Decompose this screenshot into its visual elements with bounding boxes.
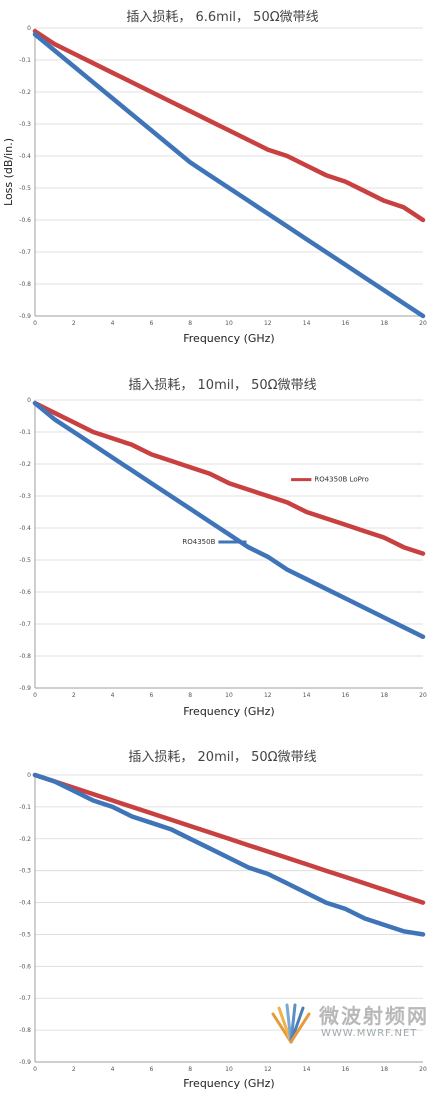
x-tick-label: 16 <box>342 320 350 327</box>
x-axis-title: Frequency (GHz) <box>183 332 274 345</box>
chart-title: 插入损耗， 6.6mil， 50Ω微带线 <box>126 10 319 25</box>
series-line <box>32 400 426 640</box>
chart-svg: 0-0.1-0.2-0.3-0.4-0.5-0.6-0.7-0.8-0.90 2 4… <box>2 25 427 345</box>
y-tick-label: -0.4 <box>19 525 31 532</box>
x-tick-label: 8 <box>188 692 192 699</box>
y-tick-label: -0.5 <box>19 931 31 938</box>
y-tick-label: -0.8 <box>19 281 31 288</box>
x-tick-label: 8 <box>188 320 192 327</box>
x-tick-label: 10 <box>225 1066 233 1073</box>
y-tick-label: -0.2 <box>19 836 31 843</box>
y-tick-label: -0.6 <box>19 217 31 224</box>
y-tick-label: -0.9 <box>19 685 31 692</box>
y-tick-label: -0.2 <box>19 89 31 96</box>
x-tick-label: 2 <box>72 1066 76 1073</box>
series-line <box>32 772 426 905</box>
y-tick-label: -0.5 <box>19 185 31 192</box>
watermark: 微波射频网 WWW.MWRF.NET <box>265 1000 445 1050</box>
x-tick-label: 18 <box>380 320 388 327</box>
y-tick-label: -0.2 <box>19 461 31 468</box>
watermark-cn: 微波射频网 <box>319 1004 429 1028</box>
y-tick-label: -0.4 <box>19 900 31 907</box>
y-tick-label: -0.9 <box>19 313 31 320</box>
y-tick-label: -0.6 <box>19 963 31 970</box>
series-line <box>32 28 426 223</box>
y-tick-label: -0.8 <box>19 653 31 660</box>
x-tick-label: 16 <box>342 692 350 699</box>
y-tick-label: -0.1 <box>19 429 31 436</box>
y-tick-label: -0.7 <box>19 249 31 256</box>
y-tick-label: -0.6 <box>19 589 31 596</box>
y-tick-label: -0.7 <box>19 621 31 628</box>
x-tick-label: 20 <box>419 320 427 327</box>
y-tick-label: 0 <box>27 772 31 779</box>
x-tick-label: 14 <box>303 1066 311 1073</box>
chart-title: 插入损耗， 20mil， 50Ω微带线 <box>128 750 317 765</box>
y-tick-label: -0.3 <box>19 121 31 128</box>
y-tick-label: -0.1 <box>19 804 31 811</box>
chart-3: 插入损耗， 20mil， 50Ω微带线 0 -0.1 -0.2 -0.3 -0.4 -0.… <box>0 740 445 1093</box>
x-tick-label: 20 <box>419 692 427 699</box>
x-tick-label: 4 <box>111 1066 115 1073</box>
gridlines <box>35 27 423 317</box>
x-tick-label: 6 <box>149 1066 153 1073</box>
x-axis-title: Frequency (GHz) <box>183 705 274 718</box>
y-tick-label: -0.5 <box>19 557 31 564</box>
x-tick-label: 12 <box>264 1066 272 1073</box>
x-tick-label: 6 <box>149 692 153 699</box>
x-tick-label: 12 <box>264 320 272 327</box>
x-tick-label: 12 <box>264 692 272 699</box>
x-tick-label: 0 <box>33 320 37 327</box>
y-tick-label: -0.3 <box>19 868 31 875</box>
chart-1: 插入损耗， 6.6mil， 50Ω微带线 0 -0.1 -0.2 -0.3 -0.4 -0… <box>0 0 445 360</box>
x-tick-label: 16 <box>342 1066 350 1073</box>
x-tick-label: 4 <box>111 692 115 699</box>
x-tick-label: 2 <box>72 320 76 327</box>
y-axis-title: Loss (dB/in.) <box>2 138 15 206</box>
chart-svg: 0-0.1-0.2-0.3-0.4-0.5-0.6-0.7-0.8-0.90 2 4… <box>19 397 427 718</box>
series-line <box>32 772 426 937</box>
x-tick-label: 10 <box>225 320 233 327</box>
x-tick-label: 18 <box>380 692 388 699</box>
x-tick-label: 4 <box>111 320 115 327</box>
x-tick-label: 14 <box>303 692 311 699</box>
chart-title: 插入损耗， 10mil， 50Ω微带线 <box>128 378 317 393</box>
watermark-en: WWW.MWRF.NET <box>321 1028 418 1039</box>
y-tick-label: -0.7 <box>19 995 31 1002</box>
y-tick-label: -0.1 <box>19 57 31 64</box>
y-tick-label: -0.9 <box>19 1059 31 1066</box>
series-label: RO4350B <box>182 538 215 546</box>
chart-svg: 0-0.1-0.2-0.3-0.4-0.5-0.6-0.7-0.8-0.90 2 4… <box>19 772 427 1090</box>
x-tick-label: 14 <box>303 320 311 327</box>
y-tick-label: 0 <box>27 25 31 32</box>
x-tick-label: 10 <box>225 692 233 699</box>
x-tick-label: 8 <box>188 1066 192 1073</box>
y-tick-label: -0.4 <box>19 153 31 160</box>
x-tick-label: 2 <box>72 692 76 699</box>
x-tick-label: 0 <box>33 1066 37 1073</box>
y-tick-label: 0 <box>27 397 31 404</box>
x-tick-label: 20 <box>419 1066 427 1073</box>
x-axis-title: Frequency (GHz) <box>183 1077 274 1090</box>
x-tick-label: 18 <box>380 1066 388 1073</box>
chart-2: 插入损耗， 10mil， 50Ω微带线 0 -0.1 -0.2 -0.3 -0.4 -0.… <box>0 366 445 722</box>
series-label: RO4350B LoPro <box>314 476 368 484</box>
series-line <box>32 400 426 556</box>
x-tick-label: 0 <box>33 692 37 699</box>
y-tick-label: -0.8 <box>19 1027 31 1034</box>
x-tick-label: 6 <box>149 320 153 327</box>
logo-fan-icon <box>271 1003 311 1044</box>
y-tick-label: -0.3 <box>19 493 31 500</box>
series-line <box>32 32 426 319</box>
